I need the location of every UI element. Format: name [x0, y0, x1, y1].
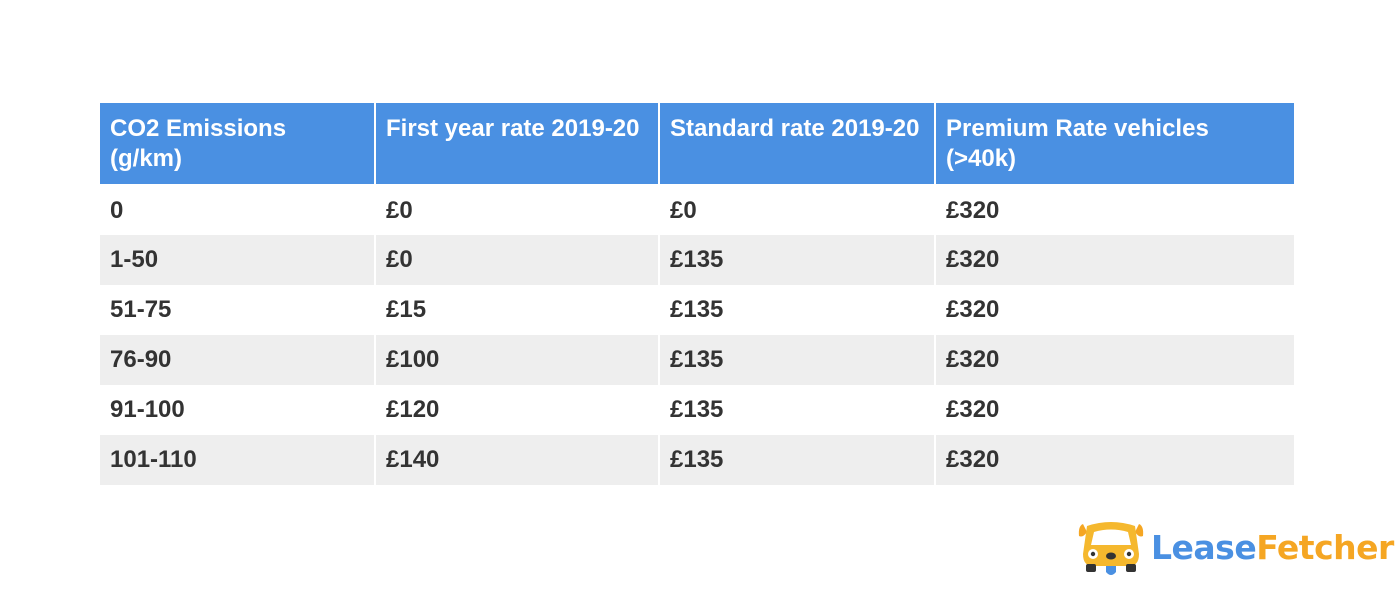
table-row: 51-75 £15 £135 £320	[100, 285, 1294, 335]
cell-premium: £320	[935, 435, 1294, 485]
logo-word-fetcher: Fetcher	[1256, 528, 1394, 567]
cell-co2: 101-110	[100, 435, 376, 485]
table-body: 0 £0 £0 £320 1-50 £0 £135 £320 51-75 £15…	[100, 184, 1294, 485]
cell-standard: £135	[659, 285, 936, 335]
cell-co2: 1-50	[100, 235, 376, 285]
table-row: 101-110 £140 £135 £320	[100, 435, 1294, 485]
table-header: CO2 Emissions (g/km) First year rate 201…	[100, 103, 1294, 185]
table-row: 76-90 £100 £135 £320	[100, 335, 1294, 385]
table-row: 0 £0 £0 £320	[100, 184, 1294, 235]
logo-word-lease: Lease	[1151, 528, 1257, 567]
header-standard-rate: Standard rate 2019-20	[659, 103, 936, 185]
cell-premium: £320	[935, 385, 1294, 435]
vehicle-tax-table-container: CO2 Emissions (g/km) First year rate 201…	[100, 103, 1294, 485]
cell-premium: £320	[935, 285, 1294, 335]
header-row: CO2 Emissions (g/km) First year rate 201…	[100, 103, 1294, 185]
table-row: 91-100 £120 £135 £320	[100, 385, 1294, 435]
cell-co2: 76-90	[100, 335, 376, 385]
cell-first-year: £0	[375, 184, 660, 235]
cell-first-year: £120	[375, 385, 660, 435]
leasefetcher-logo: LeaseFetcher	[1077, 518, 1394, 580]
table-row: 1-50 £0 £135 £320	[100, 235, 1294, 285]
header-first-year-rate: First year rate 2019-20	[375, 103, 660, 185]
cell-first-year: £100	[375, 335, 660, 385]
cell-standard: £135	[659, 435, 936, 485]
dog-car-icon	[1078, 522, 1144, 575]
cell-standard: £0	[659, 184, 936, 235]
cell-first-year: £0	[375, 235, 660, 285]
cell-co2: 91-100	[100, 385, 376, 435]
vehicle-tax-table: CO2 Emissions (g/km) First year rate 201…	[100, 103, 1294, 485]
header-premium-rate: Premium Rate vehicles (>40k)	[935, 103, 1294, 185]
logo-wordmark: LeaseFetcher	[1151, 528, 1394, 567]
cell-premium: £320	[935, 184, 1294, 235]
cell-co2: 0	[100, 184, 376, 235]
cell-premium: £320	[935, 235, 1294, 285]
cell-first-year: £15	[375, 285, 660, 335]
cell-first-year: £140	[375, 435, 660, 485]
cell-standard: £135	[659, 385, 936, 435]
header-co2-emissions: CO2 Emissions (g/km)	[100, 103, 376, 185]
cell-co2: 51-75	[100, 285, 376, 335]
cell-premium: £320	[935, 335, 1294, 385]
cell-standard: £135	[659, 235, 936, 285]
cell-standard: £135	[659, 335, 936, 385]
